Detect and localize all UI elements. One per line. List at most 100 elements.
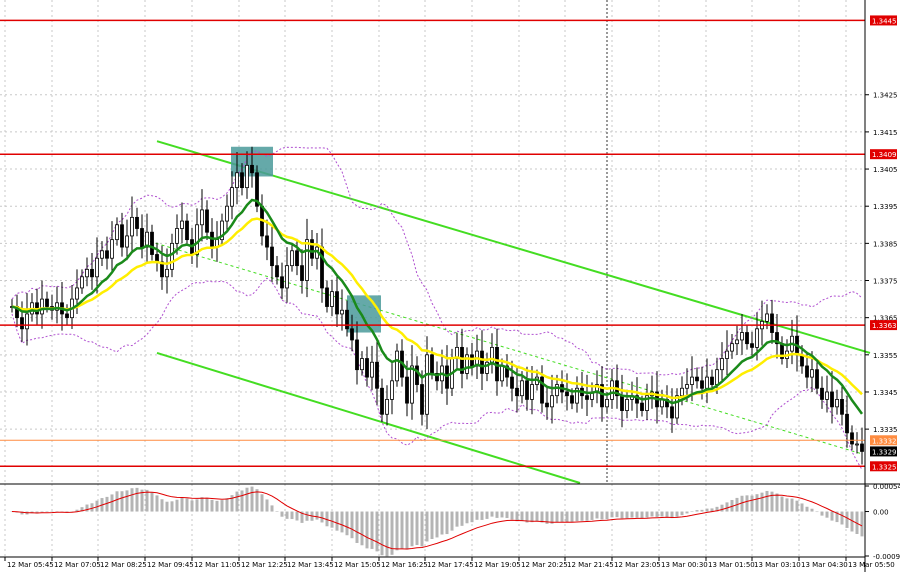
candle-body [500, 365, 504, 382]
candle-body [180, 220, 184, 229]
histogram-bar [545, 511, 549, 524]
histogram-bar [745, 495, 749, 512]
histogram-bar [645, 511, 649, 518]
time-tick-label: 13 Mar 03:10 [754, 561, 801, 569]
candle-body [110, 239, 114, 259]
candle-body [175, 228, 179, 244]
histogram-bar [55, 511, 59, 512]
candle-body [860, 443, 864, 452]
time-tick-label: 12 Mar 19:05 [474, 561, 521, 569]
histogram-bar [360, 511, 364, 546]
histogram-bar [435, 511, 439, 538]
histogram-bar [650, 511, 654, 517]
candle-body [750, 343, 754, 348]
histogram-bar [380, 511, 384, 556]
histogram-bar [140, 489, 144, 512]
histogram-bar [615, 511, 619, 518]
candle-body [550, 395, 554, 408]
histogram-bar [45, 511, 49, 513]
candle-body [310, 239, 314, 259]
histogram-bar [595, 511, 599, 519]
histogram-bar [560, 511, 564, 522]
histogram-bar [785, 498, 789, 512]
time-tick-label: 13 Mar 05:50 [848, 561, 895, 569]
histogram-bar [660, 511, 664, 517]
candle-body [840, 399, 844, 415]
candle-body [275, 265, 279, 278]
histogram-bar [430, 511, 434, 540]
histogram-bar [340, 511, 344, 533]
candle-body [855, 443, 859, 446]
candle-body [85, 268, 89, 278]
histogram-bar [860, 511, 864, 537]
time-tick-label: 12 Mar 11:05 [194, 561, 241, 569]
histogram-bar [375, 511, 379, 552]
candle-body [295, 250, 299, 267]
histogram-bar [325, 511, 329, 527]
histogram-bar [40, 511, 44, 513]
candle-body [195, 224, 199, 255]
level-tag [870, 320, 897, 331]
horizontal-grid [0, 94, 865, 430]
prev-close-tag [870, 435, 897, 446]
candle-body [140, 228, 144, 248]
histogram-bar [145, 489, 149, 512]
candle-body [305, 239, 309, 281]
histogram-bar [280, 511, 284, 517]
price-tick-label: 1.3365 [873, 315, 898, 323]
candle-body [420, 384, 424, 415]
histogram-bar [540, 511, 544, 523]
candle-body [680, 387, 684, 397]
histogram-bar [835, 511, 839, 523]
time-tick-label: 12 Mar 12:25 [241, 561, 288, 569]
candle-body [430, 354, 434, 374]
histogram-bar [370, 511, 374, 549]
candle-body [600, 384, 604, 408]
histogram-bar [125, 490, 129, 512]
level-tag [870, 461, 897, 472]
candle-body [755, 328, 759, 348]
level-tag-label: 1.3325 [872, 463, 897, 471]
histogram-bar [800, 503, 804, 512]
time-tick-label: 12 Mar 17:45 [427, 561, 474, 569]
histogram-bar [395, 511, 399, 551]
candle-body [405, 376, 409, 404]
time-tick-label: 12 Mar 23:05 [614, 561, 661, 569]
histogram-bar [705, 508, 709, 512]
candle-body [810, 369, 814, 378]
candle-body [90, 268, 94, 278]
channel-line [156, 352, 581, 484]
candle-body [25, 313, 29, 330]
candle-body [340, 309, 344, 315]
candle-body [460, 346, 464, 374]
oscillator-axis: 0.00054 0.00 -0.00094 [865, 483, 900, 561]
candle-body [525, 380, 529, 400]
histogram-bar [345, 511, 349, 536]
level-tag-label: 1.3445 [872, 17, 897, 25]
candle-body [575, 387, 579, 404]
candle-body [200, 209, 204, 226]
price-tick-label: 1.3425 [873, 92, 898, 100]
time-tick-label: 12 Mar 13:45 [287, 561, 334, 569]
candle-body [290, 250, 294, 267]
level-tag-label: 1.3363 [872, 322, 897, 330]
histogram-bar [95, 500, 99, 512]
histogram-bar [300, 511, 304, 523]
histogram-bar [700, 509, 704, 512]
histogram-bar [115, 491, 119, 512]
histogram-bar [555, 511, 559, 523]
candle-body [350, 328, 354, 341]
candle-body [520, 380, 524, 397]
histogram-bar [630, 511, 634, 518]
histogram-bar [130, 488, 134, 512]
histogram-bar [400, 511, 404, 549]
candle-body [255, 172, 259, 207]
level-tag [870, 149, 897, 160]
candle-body [715, 369, 719, 385]
histogram-bar [385, 511, 389, 557]
histogram-bar [565, 511, 569, 522]
candle-body [745, 332, 749, 345]
histogram-bar [570, 511, 574, 523]
